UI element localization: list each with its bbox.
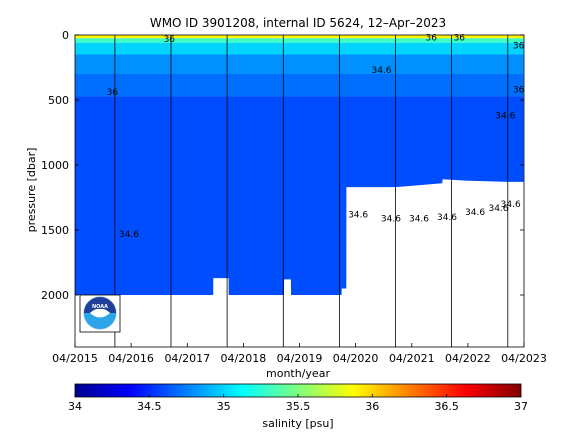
contour-label: 34.6 (409, 214, 429, 224)
x-tick-label: 04/2022 (445, 352, 491, 365)
contour-label: 36 (454, 34, 466, 44)
noaa-logo: NOAA (79, 294, 121, 333)
colorbar: 34 34.5 35 35.5 36 36.5 37 salinity [psu] (68, 383, 528, 430)
salinity-layer (75, 35, 524, 39)
colorbar-tick-label: 35.5 (286, 400, 311, 413)
salinity-field (75, 35, 524, 295)
contour-label: 36 (425, 34, 437, 44)
contour-label: 34.6 (501, 200, 521, 210)
contour-label: 36 (513, 41, 525, 51)
x-tick-label: 04/2018 (221, 352, 267, 365)
salinity-layer (75, 42, 524, 55)
y-axis: 0 500 1000 1500 2000 (41, 29, 524, 302)
colorbar-tick-label: 35 (217, 400, 231, 413)
y-tick-label: 0 (62, 29, 69, 42)
contour-label: 34.6 (465, 208, 485, 218)
x-tick-label: 04/2019 (277, 352, 323, 365)
x-tick-label: 04/2015 (52, 352, 98, 365)
contour-label: 34.6 (371, 66, 391, 76)
colorbar-tick-label: 34 (68, 400, 82, 413)
contour-label: 36 (513, 86, 525, 96)
y-axis-label: pressure [dbar] (25, 148, 38, 233)
contour-label: 34.6 (495, 112, 515, 122)
y-tick-label: 500 (48, 94, 69, 107)
x-tick-label: 04/2023 (501, 352, 547, 365)
x-axis-label: month/year (266, 367, 330, 380)
contour-label: 34.6 (437, 213, 457, 223)
x-axis: 04/2015 04/2016 04/2017 04/2018 04/2019 04/20… (52, 343, 547, 365)
colorbar-tick-label: 36.5 (434, 400, 459, 413)
x-tick-label: 04/2017 (164, 352, 210, 365)
x-tick-label: 04/2020 (333, 352, 379, 365)
colorbar-tick-label: 34.5 (137, 400, 162, 413)
chart-title: WMO ID 3901208, internal ID 5624, 12–Apr… (150, 16, 446, 30)
contour-label: 34.6 (488, 204, 508, 214)
contour-label: 34.6 (348, 210, 368, 220)
y-tick-label: 1000 (41, 159, 69, 172)
salinity-layer (75, 38, 524, 43)
colorbar-tick-label: 36 (365, 400, 379, 413)
salinity-layer (75, 54, 524, 74)
colorbar-tick-label: 37 (514, 400, 528, 413)
contour-label: 34.6 (119, 230, 139, 240)
contour-label: 36 (164, 35, 176, 45)
plot-area (75, 35, 524, 295)
x-tick-label: 04/2021 (389, 352, 435, 365)
contour-label: 36 (107, 88, 119, 98)
salinity-layer (75, 74, 524, 97)
contour-label: 34.6 (381, 214, 401, 224)
svg-text:NOAA: NOAA (92, 304, 108, 310)
y-tick-label: 1500 (41, 224, 69, 237)
salinity-layer (75, 96, 524, 295)
y-tick-label: 2000 (41, 289, 69, 302)
colorbar-label: salinity [psu] (262, 417, 333, 430)
x-tick-label: 04/2016 (108, 352, 154, 365)
